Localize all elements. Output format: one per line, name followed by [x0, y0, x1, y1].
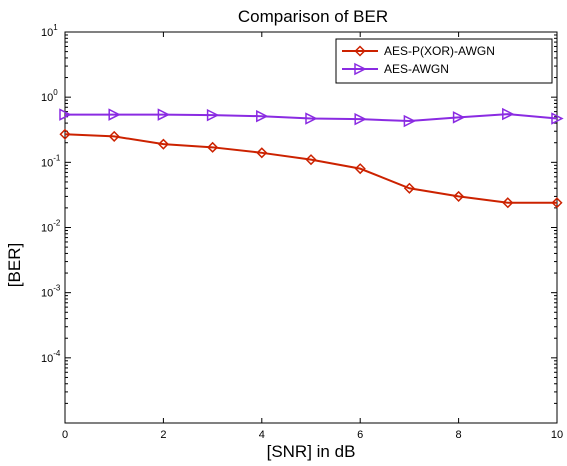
legend-entry: AES-P(XOR)-AWGN [342, 44, 495, 58]
y-tick-base: 10 [41, 288, 53, 300]
triangle-marker [452, 111, 466, 124]
legend-entry: AES-AWGN [342, 62, 449, 76]
x-tick-label: 8 [456, 429, 462, 441]
triangle-marker [256, 110, 269, 123]
legend-label: AES-P(XOR)-AWGN [384, 44, 495, 58]
triangle-marker [502, 107, 515, 121]
series-1 [59, 128, 563, 209]
diamond-marker [354, 163, 366, 175]
diamond-marker [551, 197, 563, 209]
y-tick-exponent: 1 [53, 23, 58, 32]
y-tick-label: 10-2 [41, 219, 61, 235]
triangle-marker [403, 114, 417, 128]
chart-title: Comparison of BER [238, 7, 388, 26]
y-tick-base: 10 [41, 223, 53, 235]
y-tick-base: 10 [41, 157, 53, 169]
legend-label: AES-AWGN [384, 62, 449, 76]
x-axis-label: [SNR] in dB [267, 442, 356, 461]
x-tick-label: 0 [62, 429, 68, 441]
y-axis-label: [BER] [5, 243, 24, 287]
y-tick-exponent: -3 [53, 284, 61, 293]
y-tick-exponent: -2 [53, 219, 61, 228]
y-tick-label: 10-3 [41, 284, 61, 300]
triangle-marker [59, 108, 72, 121]
series-line [65, 113, 558, 123]
y-tick-label: 10-4 [41, 349, 61, 365]
y-tick-base: 10 [41, 92, 53, 104]
triangle-marker [354, 62, 367, 76]
triangle-marker [354, 112, 367, 126]
diamond-marker [403, 182, 415, 194]
y-tick-label: 100 [41, 88, 58, 104]
diamond-marker [305, 154, 317, 166]
series-2 [59, 107, 564, 128]
y-tick-label: 101 [41, 23, 58, 39]
plot-area [64, 31, 558, 424]
diamond-marker [256, 147, 268, 159]
diamond-marker [157, 138, 169, 150]
diamond-marker [59, 128, 71, 140]
x-tick-label: 6 [357, 429, 363, 441]
y-tick-base: 10 [41, 353, 53, 365]
triangle-marker [206, 108, 220, 122]
diamond-marker [502, 197, 514, 209]
legend: AES-P(XOR)-AWGN AES-AWGN [335, 38, 553, 84]
diamond-marker [453, 190, 465, 202]
y-tick-exponent: -4 [53, 349, 61, 358]
x-tick-label: 4 [259, 429, 265, 441]
x-tick-label: 2 [160, 429, 166, 441]
y-tick-exponent: -1 [53, 153, 61, 162]
y-tick-label: 10-1 [41, 153, 61, 169]
y-tick-base: 10 [41, 27, 53, 39]
triangle-marker [108, 108, 121, 121]
triangle-marker [551, 112, 564, 125]
triangle-marker [157, 108, 171, 121]
diamond-marker [207, 141, 219, 153]
diamond-marker [354, 45, 366, 57]
y-tick-exponent: 0 [53, 88, 58, 97]
diamond-marker [108, 130, 120, 142]
series-line [64, 133, 557, 204]
series-layer [59, 107, 564, 209]
x-axis-ticks: 0 2 4 6 8 10 [62, 32, 563, 441]
legend-box [335, 38, 553, 84]
x-tick-label: 10 [551, 429, 563, 441]
triangle-marker [305, 112, 318, 125]
legend-entries: AES-P(XOR)-AWGN AES-AWGN [342, 44, 495, 76]
